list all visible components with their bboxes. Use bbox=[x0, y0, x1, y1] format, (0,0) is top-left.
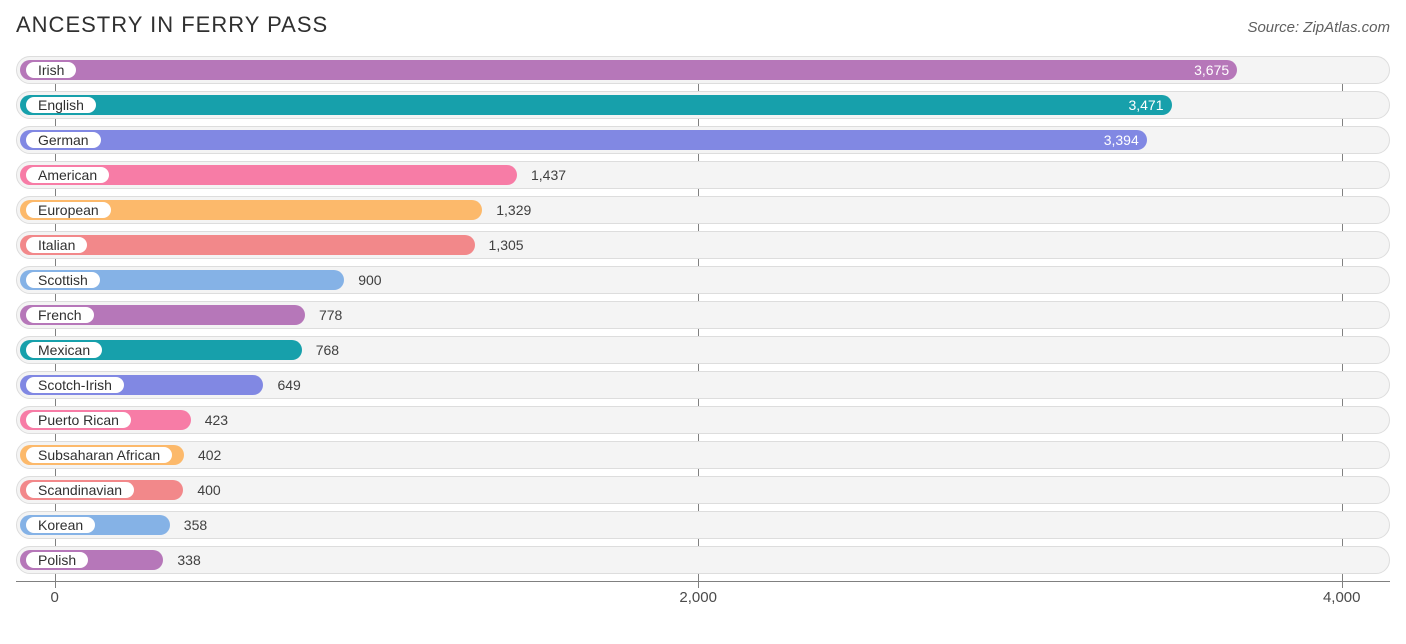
bar-label: Polish bbox=[24, 550, 90, 570]
bar-fill bbox=[20, 60, 1237, 80]
bar-label: Mexican bbox=[24, 340, 104, 360]
bar-row: European 1,329 bbox=[16, 196, 1390, 224]
bars-group: Irish 3,675 English 3,471 German 3,394 America… bbox=[16, 56, 1390, 574]
bar-row: American 1,437 bbox=[16, 161, 1390, 189]
bar-value: 649 bbox=[269, 375, 308, 395]
bar-label: Irish bbox=[24, 60, 78, 80]
bar-label: European bbox=[24, 200, 113, 220]
axis-tick-label: 2,000 bbox=[679, 589, 717, 606]
bar-row: English 3,471 bbox=[16, 91, 1390, 119]
plot-area: Irish 3,675 English 3,471 German 3,394 America… bbox=[16, 56, 1390, 609]
bar-value: 778 bbox=[311, 305, 350, 325]
bar-value: 768 bbox=[308, 340, 347, 360]
bar-row: French 778 bbox=[16, 301, 1390, 329]
chart-title: ANCESTRY IN FERRY PASS bbox=[16, 12, 328, 38]
bar-row: Scandinavian 400 bbox=[16, 476, 1390, 504]
bar-row: Puerto Rican 423 bbox=[16, 406, 1390, 434]
bar-value: 900 bbox=[350, 270, 389, 290]
chart-source: Source: ZipAtlas.com bbox=[1247, 19, 1390, 36]
bar-label: Scotch-Irish bbox=[24, 375, 126, 395]
bar-value: 3,471 bbox=[1120, 95, 1171, 115]
axis-tick bbox=[1342, 581, 1343, 588]
bar-label: Korean bbox=[24, 515, 97, 535]
bar-value: 3,675 bbox=[1186, 60, 1237, 80]
bar-value: 1,305 bbox=[481, 235, 532, 255]
bar-value: 3,394 bbox=[1096, 130, 1147, 150]
bar-label: Italian bbox=[24, 235, 89, 255]
bar-value: 358 bbox=[176, 515, 215, 535]
bar-row: Italian 1,305 bbox=[16, 231, 1390, 259]
bar-track bbox=[16, 511, 1390, 539]
bar-track bbox=[16, 546, 1390, 574]
axis-tick-label: 4,000 bbox=[1323, 589, 1361, 606]
bar-label: Puerto Rican bbox=[24, 410, 133, 430]
bar-fill bbox=[20, 95, 1172, 115]
ancestry-chart: ANCESTRY IN FERRY PASS Source: ZipAtlas.… bbox=[0, 0, 1406, 617]
axis-tick bbox=[55, 581, 56, 588]
bar-value: 423 bbox=[197, 410, 236, 430]
bar-label: American bbox=[24, 165, 111, 185]
x-axis: 0 2,000 4,000 bbox=[16, 581, 1390, 609]
bar-value: 402 bbox=[190, 445, 229, 465]
bar-value: 1,329 bbox=[488, 200, 539, 220]
bar-label: Subsaharan African bbox=[24, 445, 174, 465]
bar-row: Scotch-Irish 649 bbox=[16, 371, 1390, 399]
chart-header: ANCESTRY IN FERRY PASS Source: ZipAtlas.… bbox=[16, 12, 1390, 38]
bar-label: German bbox=[24, 130, 103, 150]
bar-label: French bbox=[24, 305, 96, 325]
bar-row: Mexican 768 bbox=[16, 336, 1390, 364]
bar-row: German 3,394 bbox=[16, 126, 1390, 154]
bar-fill bbox=[20, 130, 1147, 150]
bar-value: 400 bbox=[189, 480, 228, 500]
bar-row: Irish 3,675 bbox=[16, 56, 1390, 84]
axis-tick-label: 0 bbox=[50, 589, 58, 606]
axis-tick bbox=[698, 581, 699, 588]
bar-label: English bbox=[24, 95, 98, 115]
bar-label: Scottish bbox=[24, 270, 102, 290]
bar-value: 1,437 bbox=[523, 165, 574, 185]
bar-value: 338 bbox=[169, 550, 208, 570]
bar-label: Scandinavian bbox=[24, 480, 136, 500]
bar-row: Subsaharan African 402 bbox=[16, 441, 1390, 469]
bar-row: Scottish 900 bbox=[16, 266, 1390, 294]
axis-line bbox=[16, 581, 1390, 582]
bar-row: Polish 338 bbox=[16, 546, 1390, 574]
bar-row: Korean 358 bbox=[16, 511, 1390, 539]
